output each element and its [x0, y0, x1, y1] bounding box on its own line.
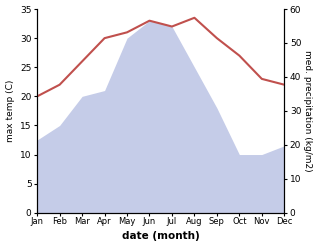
X-axis label: date (month): date (month)	[122, 231, 200, 242]
Y-axis label: max temp (C): max temp (C)	[5, 80, 15, 142]
Y-axis label: med. precipitation (kg/m2): med. precipitation (kg/m2)	[303, 50, 313, 172]
